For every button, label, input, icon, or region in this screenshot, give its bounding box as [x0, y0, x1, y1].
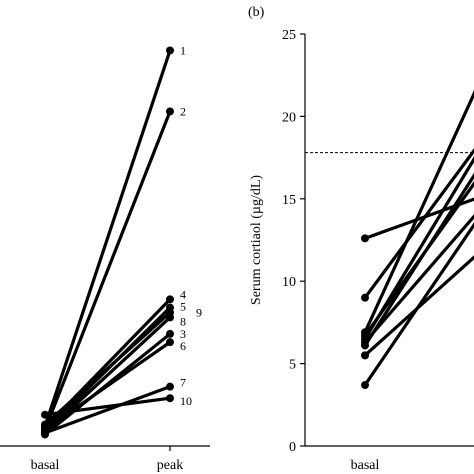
- series-line-9: [43, 310, 172, 427]
- point-label-7: 7: [180, 376, 186, 390]
- y-tick-label: 10: [282, 275, 296, 290]
- data-point-peak-1: [166, 46, 174, 55]
- data-point-peak-10: [166, 394, 174, 403]
- panel-b-series-line: [363, 214, 474, 344]
- point-label-4: 4: [180, 287, 186, 301]
- y-tick-label: 0: [289, 440, 296, 455]
- y-tick-label: 5: [289, 358, 296, 373]
- point-label-3: 3: [180, 327, 186, 341]
- y-tick-label: 20: [282, 110, 296, 125]
- data-point-peak-3: [166, 329, 174, 338]
- panel-b-data-point-basal: [361, 293, 369, 302]
- series-line-1: [43, 48, 172, 428]
- panel-b-series-line: [363, 148, 474, 300]
- panel-a-x-tick-label: peak: [157, 458, 183, 473]
- panel-b-data-point-basal: [361, 341, 369, 350]
- y-tick-label: 15: [282, 193, 296, 208]
- series-line-2: [43, 109, 172, 432]
- panel-a-x-tick-label: basal: [31, 458, 60, 473]
- data-point-basal-7: [41, 428, 49, 437]
- y-tick-label: 25: [282, 28, 296, 43]
- panel-b-series-line: [363, 172, 474, 348]
- panel-b-x-tick-label: basal: [351, 458, 380, 473]
- point-label-10: 10: [180, 394, 192, 408]
- point-label-6: 6: [180, 339, 186, 353]
- data-point-peak-6: [166, 338, 174, 347]
- data-point-peak-4: [166, 295, 174, 304]
- series-line-6: [43, 340, 172, 432]
- point-label-1: 1: [180, 43, 186, 57]
- point-label-5: 5: [180, 300, 186, 314]
- data-point-basal-10: [41, 410, 49, 419]
- panel-b-label: (b): [248, 5, 265, 20]
- data-point-peak-7: [166, 382, 174, 391]
- point-label-9: 9: [196, 306, 202, 320]
- panel-b-data-point-basal: [361, 234, 369, 243]
- panel-b-data-point-basal: [361, 381, 369, 390]
- data-point-peak-2: [166, 107, 174, 116]
- y-axis-label: Serum cortiaol (µg/dL): [249, 175, 264, 305]
- point-label-2: 2: [180, 104, 186, 118]
- panel-b: (b) 0 5 10 15 20 25 Serum cortiaol (µg/dL) basal: [248, 5, 474, 473]
- panel-b-series-line: [363, 90, 474, 334]
- point-label-8: 8: [180, 314, 186, 328]
- panel-b-series-line: [363, 222, 474, 387]
- series-line-7: [43, 385, 172, 435]
- panel-b-data-point-basal: [361, 351, 369, 360]
- series-line-10: [43, 396, 172, 417]
- panel-b-series-line: [363, 156, 474, 341]
- data-point-peak-8: [166, 313, 174, 322]
